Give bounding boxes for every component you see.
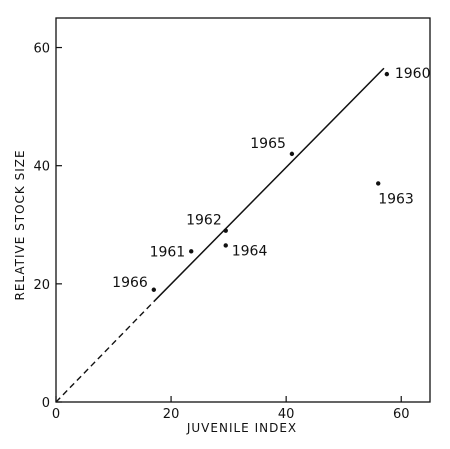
ticks: 0 20 40 60 0 20 40 60 <box>33 42 409 422</box>
y-tick-label: 0 <box>42 396 50 411</box>
axes <box>55 17 431 403</box>
x-tick-label: 60 <box>393 407 410 422</box>
data-point <box>289 151 295 157</box>
fit-line-solid <box>153 67 385 303</box>
x-tick-label: 0 <box>52 407 60 422</box>
data-points <box>151 71 390 292</box>
x-axis-title: JUVENILE INDEX <box>186 421 297 435</box>
data-point <box>223 228 228 233</box>
fit-line-dashed <box>55 301 155 403</box>
fit-line <box>55 67 385 403</box>
point-label: 1966 <box>112 275 148 291</box>
data-point <box>376 181 381 186</box>
data-point <box>151 287 157 292</box>
point-label: 1960 <box>395 66 431 82</box>
y-tick-label: 40 <box>33 160 50 175</box>
plot-frame <box>55 17 431 403</box>
point-label: 1961 <box>150 244 186 260</box>
y-tick-label: 60 <box>33 42 50 57</box>
data-point <box>384 71 390 77</box>
y-axis-title: RELATIVE STOCK SIZE <box>13 149 27 300</box>
y-tick-label: 20 <box>33 278 50 293</box>
data-point <box>223 243 228 248</box>
x-tick-label: 20 <box>163 407 180 422</box>
x-tick-label: 40 <box>278 407 295 422</box>
data-point <box>189 249 194 254</box>
point-label: 1962 <box>186 213 222 229</box>
point-label: 1965 <box>250 136 286 152</box>
point-label: 1964 <box>232 243 268 259</box>
point-label: 1963 <box>378 191 414 207</box>
